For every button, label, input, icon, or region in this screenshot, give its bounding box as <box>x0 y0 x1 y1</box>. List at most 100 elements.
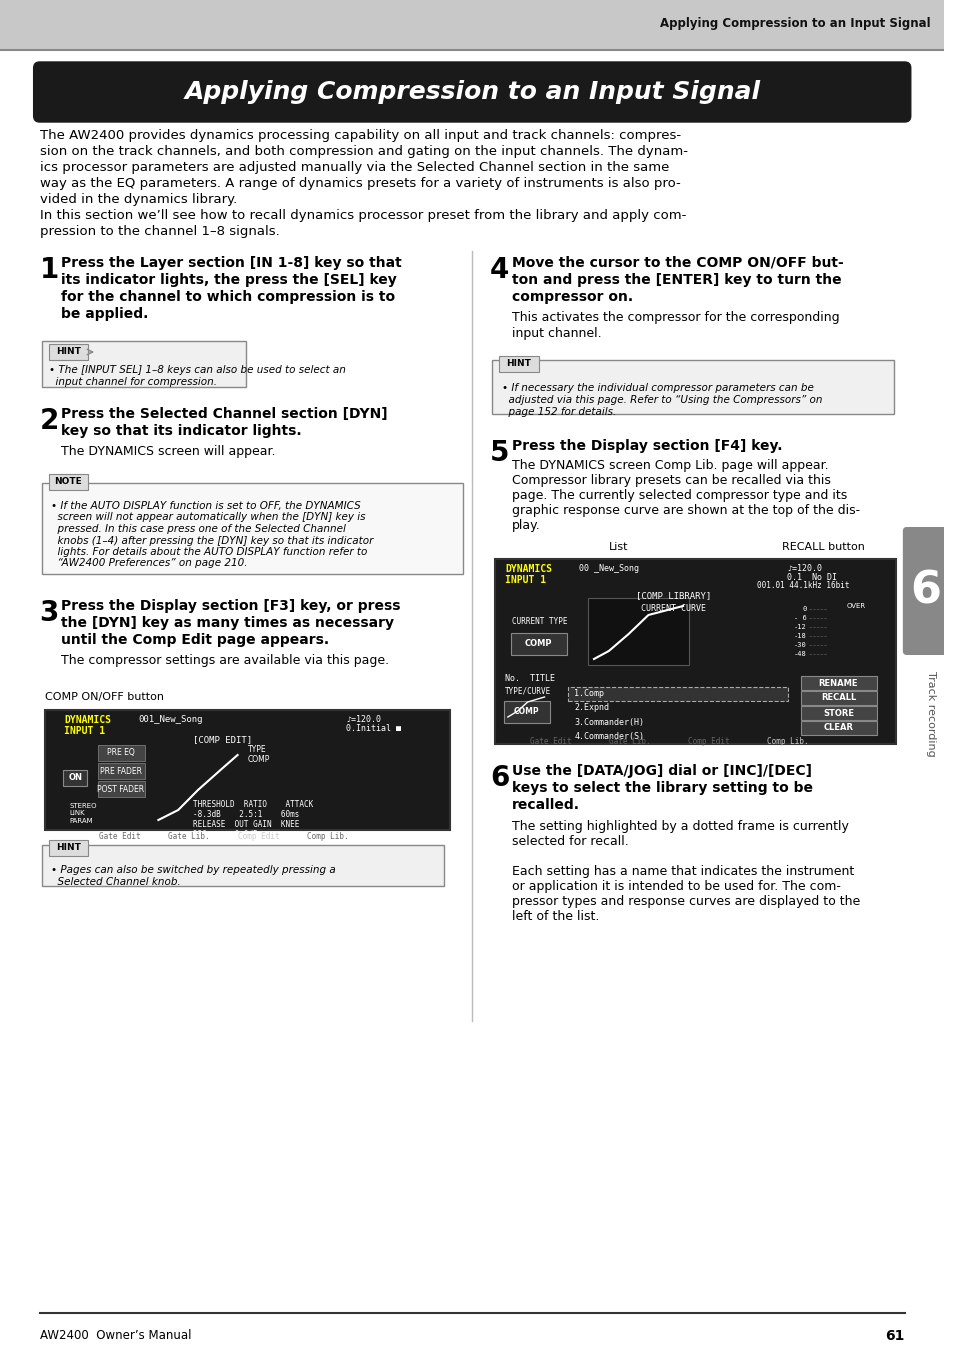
Text: pressed. In this case press one of the Selected Channel: pressed. In this case press one of the S… <box>51 524 346 534</box>
Text: Applying Compression to an Input Signal: Applying Compression to an Input Signal <box>184 80 760 104</box>
Text: 220ms    0.0dB: 220ms 0.0dB <box>193 830 257 839</box>
FancyBboxPatch shape <box>42 340 245 386</box>
Text: Use the [DATA/JOG] dial or [INC]/[DEC]: Use the [DATA/JOG] dial or [INC]/[DEC] <box>511 765 811 778</box>
Text: CURRENT CURVE: CURRENT CURVE <box>640 604 705 613</box>
Text: COMP: COMP <box>524 639 552 648</box>
Text: The setting highlighted by a dotted frame is currently: The setting highlighted by a dotted fram… <box>511 820 848 834</box>
Text: screen will not appear automatically when the [DYN] key is: screen will not appear automatically whe… <box>51 512 366 523</box>
Text: sion on the track channels, and both compression and gating on the input channel: sion on the track channels, and both com… <box>40 145 687 158</box>
Text: CURRENT TYPE: CURRENT TYPE <box>511 617 567 626</box>
Text: keys to select the library setting to be: keys to select the library setting to be <box>511 781 812 794</box>
Text: DYNAMICS: DYNAMICS <box>64 715 112 725</box>
Text: HINT: HINT <box>56 843 81 852</box>
Text: -12: -12 <box>793 624 806 630</box>
Text: • If necessary the individual compressor parameters can be: • If necessary the individual compressor… <box>501 382 813 393</box>
Text: Applying Compression to an Input Signal: Applying Compression to an Input Signal <box>659 18 929 31</box>
Text: graphic response curve are shown at the top of the dis-: graphic response curve are shown at the … <box>511 504 859 517</box>
Text: The DYNAMICS screen will appear.: The DYNAMICS screen will appear. <box>61 444 275 458</box>
Text: adjusted via this page. Refer to “Using the Compressors” on: adjusted via this page. Refer to “Using … <box>501 394 821 405</box>
FancyBboxPatch shape <box>98 781 145 797</box>
Text: No.  TITLE: No. TITLE <box>504 674 555 684</box>
Text: Track recording: Track recording <box>924 671 935 757</box>
Text: INPUT 1: INPUT 1 <box>504 576 545 585</box>
Text: -48: -48 <box>793 651 806 657</box>
FancyBboxPatch shape <box>800 721 876 735</box>
Text: pression to the channel 1–8 signals.: pression to the channel 1–8 signals. <box>40 226 279 238</box>
Text: compressor on.: compressor on. <box>511 290 632 304</box>
Text: • The [INPUT SEL] 1–8 keys can also be used to select an: • The [INPUT SEL] 1–8 keys can also be u… <box>50 365 346 376</box>
Text: Gate Edit: Gate Edit <box>99 832 140 842</box>
FancyBboxPatch shape <box>510 634 567 655</box>
FancyBboxPatch shape <box>902 527 947 655</box>
Text: HINT: HINT <box>56 347 81 357</box>
FancyBboxPatch shape <box>495 559 895 744</box>
Text: TYPE/CURVE: TYPE/CURVE <box>504 688 551 696</box>
Text: Comp Edit: Comp Edit <box>687 738 729 746</box>
Text: until the Comp Edit page appears.: until the Comp Edit page appears. <box>61 634 329 647</box>
FancyBboxPatch shape <box>63 770 87 786</box>
FancyBboxPatch shape <box>800 690 876 705</box>
FancyBboxPatch shape <box>800 707 876 720</box>
Text: 2: 2 <box>40 407 59 435</box>
Text: vided in the dynamics library.: vided in the dynamics library. <box>40 193 236 205</box>
Text: PRE FADER: PRE FADER <box>100 766 142 775</box>
Text: THRESHOLD  RATIO    ATTACK: THRESHOLD RATIO ATTACK <box>193 800 313 809</box>
Text: The DYNAMICS screen Comp Lib. page will appear.: The DYNAMICS screen Comp Lib. page will … <box>511 459 827 471</box>
Text: OVER: OVER <box>845 603 864 609</box>
Text: COMP ON/OFF button: COMP ON/OFF button <box>45 692 163 703</box>
Text: Press the Layer section [IN 1-8] key so that: Press the Layer section [IN 1-8] key so … <box>61 255 402 270</box>
Text: RECALL: RECALL <box>820 693 855 703</box>
Text: way as the EQ parameters. A range of dynamics presets for a variety of instrumen: way as the EQ parameters. A range of dyn… <box>40 177 679 190</box>
Text: 001_New_Song: 001_New_Song <box>138 715 203 724</box>
FancyBboxPatch shape <box>503 701 550 723</box>
Text: Move the cursor to the COMP ON/OFF but-: Move the cursor to the COMP ON/OFF but- <box>511 255 842 270</box>
Text: The compressor settings are available via this page.: The compressor settings are available vi… <box>61 654 389 667</box>
FancyBboxPatch shape <box>33 62 910 122</box>
Text: page 152 for details.: page 152 for details. <box>501 407 616 417</box>
Text: be applied.: be applied. <box>61 307 149 322</box>
Text: COMP: COMP <box>514 708 538 716</box>
Text: 4: 4 <box>490 255 509 284</box>
Text: Press the Display section [F4] key.: Press the Display section [F4] key. <box>511 439 781 453</box>
Text: -30: -30 <box>793 642 806 648</box>
FancyBboxPatch shape <box>0 0 943 50</box>
Text: recalled.: recalled. <box>511 798 579 812</box>
FancyBboxPatch shape <box>98 763 145 780</box>
Text: Each setting has a name that indicates the instrument: Each setting has a name that indicates t… <box>511 865 853 878</box>
Text: TYPE
COMP: TYPE COMP <box>247 744 270 765</box>
FancyBboxPatch shape <box>587 598 688 665</box>
Text: Selected Channel knob.: Selected Channel knob. <box>51 877 181 888</box>
FancyBboxPatch shape <box>800 676 876 690</box>
Text: 61: 61 <box>884 1329 903 1343</box>
Text: 4.Commander(S): 4.Commander(S) <box>574 731 643 740</box>
Text: Press the Selected Channel section [DYN]: Press the Selected Channel section [DYN] <box>61 407 388 422</box>
FancyBboxPatch shape <box>98 744 145 761</box>
Text: AW2400  Owner’s Manual: AW2400 Owner’s Manual <box>40 1329 191 1342</box>
Text: -18: -18 <box>793 634 806 639</box>
Text: HINT: HINT <box>506 359 531 369</box>
Text: key so that its indicator lights.: key so that its indicator lights. <box>61 424 302 438</box>
Text: - 6: - 6 <box>793 615 806 621</box>
Text: Comp Lib.: Comp Lib. <box>766 738 808 746</box>
Text: 001.01 44.1kHz 16bit: 001.01 44.1kHz 16bit <box>757 581 849 590</box>
Text: • If the AUTO DISPLAY function is set to OFF, the DYNAMICS: • If the AUTO DISPLAY function is set to… <box>51 501 361 511</box>
Text: 00 _New_Song: 00 _New_Song <box>578 563 639 573</box>
Text: Press the Display section [F3] key, or press: Press the Display section [F3] key, or p… <box>61 598 400 613</box>
Text: STORE: STORE <box>822 708 853 717</box>
Text: 5: 5 <box>490 439 509 467</box>
Text: its indicator lights, the press the [SEL] key: its indicator lights, the press the [SEL… <box>61 273 396 286</box>
FancyBboxPatch shape <box>49 474 88 490</box>
Text: Gate Lib.: Gate Lib. <box>168 832 210 842</box>
Text: • Pages can also be switched by repeatedly pressing a: • Pages can also be switched by repeated… <box>51 865 335 875</box>
Text: INPUT 1: INPUT 1 <box>64 725 106 736</box>
FancyBboxPatch shape <box>49 840 88 857</box>
Text: STEREO
LINK: STEREO LINK <box>70 802 96 816</box>
Text: In this section we’ll see how to recall dynamics processor preset from the libra: In this section we’ll see how to recall … <box>40 209 685 222</box>
Text: RENAME: RENAME <box>818 678 858 688</box>
Text: ON: ON <box>69 774 82 782</box>
Text: or application it is intended to be used for. The com-: or application it is intended to be used… <box>511 880 840 893</box>
Text: 0.1  No DI: 0.1 No DI <box>786 573 836 582</box>
Text: Gate Edit: Gate Edit <box>529 738 571 746</box>
Text: 2.Expnd: 2.Expnd <box>574 704 609 712</box>
FancyBboxPatch shape <box>568 688 787 701</box>
